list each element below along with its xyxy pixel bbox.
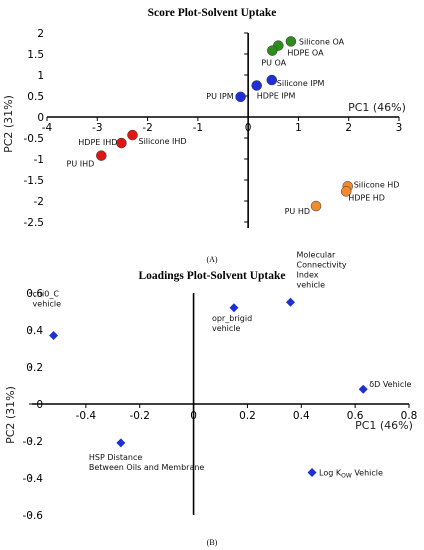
y-tick-label: 0.5 <box>27 91 44 103</box>
x-tick-label: -4 <box>42 122 53 134</box>
loading-point-label: Log KOW Vehicle <box>319 468 383 479</box>
y-tick-label: 2 <box>37 28 44 40</box>
loadings-plot-point-labels: chi0_C vehicle opr_brigid vehicle Molecular C… <box>33 250 412 479</box>
loadings-plot-x-ticks: -0.4 -0.2 0 0.2 0.4 0.6 0.8 <box>76 404 418 422</box>
score-point-label: PU HD <box>285 207 310 216</box>
x-tick-label: -0.4 <box>76 410 97 422</box>
x-tick-label: 0 <box>245 122 252 134</box>
x-tick-label: 0.8 <box>401 410 418 422</box>
score-point-label: PU IHD <box>67 160 95 169</box>
loading-point-label: opr_brigid vehicle <box>212 314 252 333</box>
y-tick-label: -1 <box>34 154 44 166</box>
score-point-label: Silicone HD <box>354 180 400 189</box>
loadings-plot-y-label: PC2 (31%) <box>4 386 17 444</box>
loading-point <box>116 438 126 448</box>
loading-point <box>49 331 59 341</box>
score-point-label: PU OA <box>261 59 286 68</box>
loadings-plot: Loadings Plot-Solvent Uptake -0.4 -0.2 0 0.… <box>4 250 417 547</box>
x-tick-label: 3 <box>396 122 403 134</box>
x-tick-label: 0.4 <box>293 410 310 422</box>
score-point <box>267 45 278 56</box>
loading-point <box>307 467 317 477</box>
loading-point-label: HSP Distance Between Oils and Membrane <box>89 453 205 472</box>
score-point <box>116 137 127 149</box>
y-tick-label: -0.6 <box>23 510 44 522</box>
score-point-label: HDPE IHD <box>78 138 117 147</box>
score-point <box>251 80 262 91</box>
y-tick-label: -0.2 <box>23 436 44 448</box>
score-point-label: Silicone IPM <box>277 79 325 88</box>
score-plot-points <box>96 36 353 212</box>
y-tick-label: 0 <box>36 399 43 411</box>
score-point-label: HDPE OA <box>287 49 324 58</box>
loading-point <box>286 297 296 307</box>
score-point-label: HDPE HD <box>348 193 385 202</box>
loading-point <box>229 303 239 313</box>
x-tick-label: 1 <box>295 122 302 134</box>
score-plot-y-label: PC2 (31%) <box>2 95 15 153</box>
score-point <box>340 186 352 197</box>
score-point <box>310 200 322 212</box>
score-plot-x-ticks: -4 -3 -2 -1 0 1 2 3 <box>42 117 403 134</box>
x-tick-label: -2 <box>142 122 152 134</box>
loadings-plot-x-label: PC1 (46%) <box>355 419 413 432</box>
x-tick-label: 2 <box>345 122 352 134</box>
loading-point-label: chi0_C vehicle <box>33 290 62 309</box>
y-tick-label: 0.2 <box>26 362 43 374</box>
score-point <box>127 129 138 141</box>
y-tick-label: -1.5 <box>24 175 45 187</box>
score-point <box>285 36 297 47</box>
score-point-label: PU IPM <box>206 92 233 101</box>
loadings-plot-y-ticks: 0.6 0.4 0.2 0 -0.2 -0.4 -0.6 <box>23 288 44 522</box>
loading-point-label: Molecular Connectivity Index vehicle <box>297 250 347 289</box>
x-tick-label: -3 <box>92 122 102 134</box>
y-tick-label: -2.5 <box>24 217 45 229</box>
score-point <box>96 150 107 161</box>
x-tick-label: -1 <box>193 122 203 134</box>
y-tick-label: 1.5 <box>27 49 44 61</box>
x-tick-label: -0.2 <box>129 410 150 422</box>
score-plot-axes <box>47 33 399 228</box>
y-tick-label: -2 <box>34 196 44 208</box>
x-tick-label: 0.6 <box>347 410 364 422</box>
x-tick-label: 0 <box>190 410 197 422</box>
y-tick-label: 0.4 <box>26 325 43 337</box>
loadings-plot-points <box>49 297 368 477</box>
score-plot: Score Plot-Solvent Uptake -4 -3 -2 -1 0 1 2 3 2… <box>2 7 406 264</box>
panel-label-b: (B) <box>207 538 218 547</box>
score-point-label: HDPE IPM <box>257 92 296 101</box>
loadings-plot-title: Loadings Plot-Solvent Uptake <box>139 270 286 282</box>
score-plot-x-label: PC1 (46%) <box>348 101 406 114</box>
y-tick-label: 0 <box>37 112 44 124</box>
score-point <box>235 91 246 103</box>
panel-label-a: (A) <box>206 255 217 264</box>
score-point <box>266 74 278 86</box>
score-plot-y-ticks: 2 1.5 1 0.5 0 -0.5 -1 -1.5 -2 -2.5 <box>24 28 249 229</box>
score-point-label: Silicone IHD <box>138 137 186 146</box>
score-point-label: Silicone OA <box>299 37 345 46</box>
y-tick-label: -0.5 <box>24 133 45 145</box>
x-tick-label: 0.2 <box>239 410 256 422</box>
loading-point-label: δD Vehicle <box>369 380 411 389</box>
y-tick-label: 1 <box>37 70 44 82</box>
y-tick-label: 0.6 <box>26 288 43 300</box>
y-tick-label: -0.4 <box>23 473 44 485</box>
loading-point <box>358 384 368 394</box>
score-plot-title: Score Plot-Solvent Uptake <box>148 7 277 19</box>
